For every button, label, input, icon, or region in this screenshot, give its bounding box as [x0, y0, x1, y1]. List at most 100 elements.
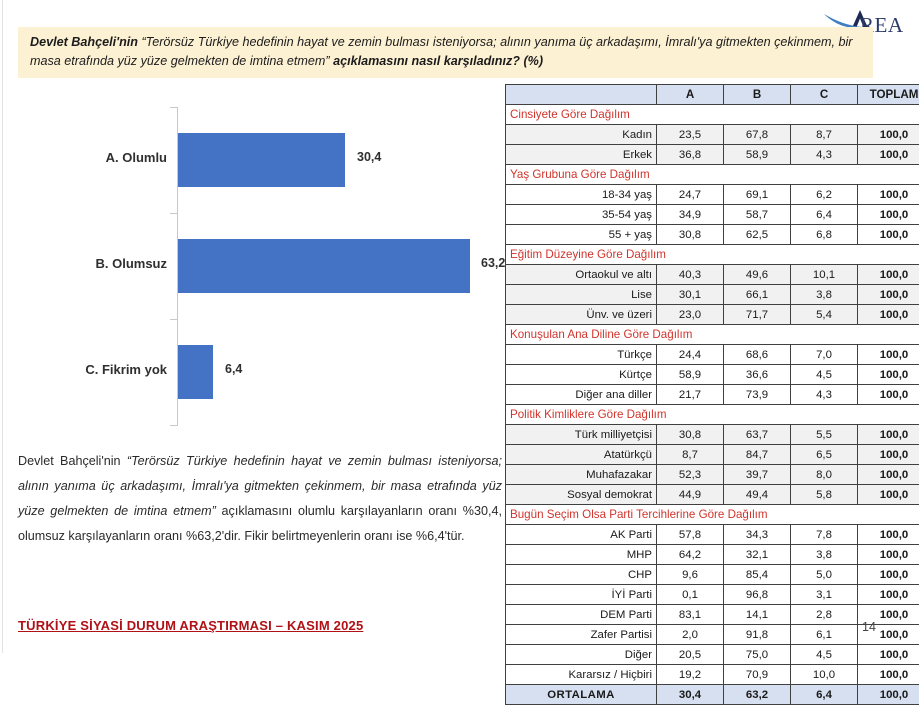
cell-a: 30,8 — [657, 425, 724, 445]
banner-lead: Devlet Bahçeli'nin — [30, 35, 138, 49]
row-label: 35-54 yaş — [506, 205, 657, 225]
cell-c: 3,8 — [791, 545, 858, 565]
row-label: Kararsız / Hiçbiri — [506, 665, 657, 685]
cell-a: 58,9 — [657, 365, 724, 385]
cell-a: 36,8 — [657, 145, 724, 165]
cell-c: 3,1 — [791, 585, 858, 605]
cell-b: 36,6 — [724, 365, 791, 385]
cell-c: 10,0 — [791, 665, 858, 685]
cell-total: 100,0 — [858, 125, 919, 145]
cell-b: 63,7 — [724, 425, 791, 445]
cell-total: 100,0 — [858, 565, 919, 585]
cell-a: 34,9 — [657, 205, 724, 225]
row-label: Sosyal demokrat — [506, 485, 657, 505]
slide-canvas: REA Devlet Bahçeli'nin “Terörsüz Türkiye… — [0, 0, 919, 653]
cell-b: 58,9 — [724, 145, 791, 165]
row-label: Zafer Partisi — [506, 625, 657, 645]
bar-row: B. Olumsuz 63,2 — [60, 213, 500, 319]
cell-total: 100,0 — [858, 485, 919, 505]
row-label: Diğer — [506, 645, 657, 665]
row-label: Türk milliyetçisi — [506, 425, 657, 445]
cell-total: 100,0 — [858, 205, 919, 225]
cell-c: 3,8 — [791, 285, 858, 305]
cell-a: 20,5 — [657, 645, 724, 665]
page-number: 14 — [862, 620, 876, 634]
col-header-a: A — [657, 85, 724, 105]
cell-a: 8,7 — [657, 445, 724, 465]
cell-total: 100,0 — [858, 345, 919, 365]
cell-c: 5,4 — [791, 305, 858, 325]
cell-total: 100,0 — [858, 385, 919, 405]
cell-a: 83,1 — [657, 605, 724, 625]
cell-b: 34,3 — [724, 525, 791, 545]
cell-b: 66,1 — [724, 285, 791, 305]
table-group-header-row: Politik Kimliklere Göre Dağılım — [506, 405, 919, 425]
cell-c: 7,8 — [791, 525, 858, 545]
cell-b: 39,7 — [724, 465, 791, 485]
row-label: Türkçe — [506, 345, 657, 365]
cell-b: 69,1 — [724, 185, 791, 205]
cell-c: 5,0 — [791, 565, 858, 585]
table-group-header-row: Eğitim Düzeyine Göre Dağılım — [506, 245, 919, 265]
cell-total: 100,0 — [858, 585, 919, 605]
col-header-toplam: TOPLAM — [858, 85, 919, 105]
cell-c: 4,3 — [791, 145, 858, 165]
table-group-title: Bugün Seçim Olsa Parti Tercihlerine Göre… — [506, 505, 919, 525]
table-header-row: A B C TOPLAM — [506, 85, 919, 105]
bar-category-label: A. Olumlu — [106, 150, 167, 165]
cell-b: 91,8 — [724, 625, 791, 645]
cell-c: 5,5 — [791, 425, 858, 445]
cell-a: 57,8 — [657, 525, 724, 545]
row-label: 55 + yaş — [506, 225, 657, 245]
row-label: Atatürkçü — [506, 445, 657, 465]
col-header-b: B — [724, 85, 791, 105]
row-label: Lise — [506, 285, 657, 305]
cell-a: 0,1 — [657, 585, 724, 605]
cell-b: 32,1 — [724, 545, 791, 565]
cell-a: 2,0 — [657, 625, 724, 645]
cell-b: 73,9 — [724, 385, 791, 405]
cell-b: 14,1 — [724, 605, 791, 625]
row-label: Erkek — [506, 145, 657, 165]
footer-title: TÜRKİYE SİYASİ DURUM ARAŞTIRMASI – KASIM… — [18, 618, 363, 633]
paragraph-part-1: Devlet Bahçeli'nin — [18, 454, 127, 468]
table-group-title: Cinsiyete Göre Dağılım — [506, 105, 919, 125]
cell-total: 100,0 — [858, 665, 919, 685]
cell-c: 4,5 — [791, 645, 858, 665]
bar-value-label: 30,4 — [357, 150, 381, 164]
cell-c: 10,1 — [791, 265, 858, 285]
cell-c: 4,5 — [791, 365, 858, 385]
bar-c-fikrim-yok — [178, 345, 213, 399]
bar-category-label: B. Olumsuz — [95, 256, 167, 271]
bar-chart: A. Olumlu 30,4 B. Olumsuz 63,2 C. Fikrim… — [60, 100, 500, 430]
row-label: Ortaokul ve altı — [506, 265, 657, 285]
cell-b: 62,5 — [724, 225, 791, 245]
cell-b: 85,4 — [724, 565, 791, 585]
cell-c: 5,8 — [791, 485, 858, 505]
average-c: 6,4 — [791, 685, 858, 705]
cell-c: 7,0 — [791, 345, 858, 365]
cell-a: 52,3 — [657, 465, 724, 485]
cell-c: 8,0 — [791, 465, 858, 485]
row-label: Diğer ana diller — [506, 385, 657, 405]
question-banner: Devlet Bahçeli'nin “Terörsüz Türkiye hed… — [18, 27, 873, 78]
row-label: 18-34 yaş — [506, 185, 657, 205]
col-header-c: C — [791, 85, 858, 105]
table-group-title: Politik Kimliklere Göre Dağılım — [506, 405, 919, 425]
col-header-blank — [506, 85, 657, 105]
cell-b: 96,8 — [724, 585, 791, 605]
